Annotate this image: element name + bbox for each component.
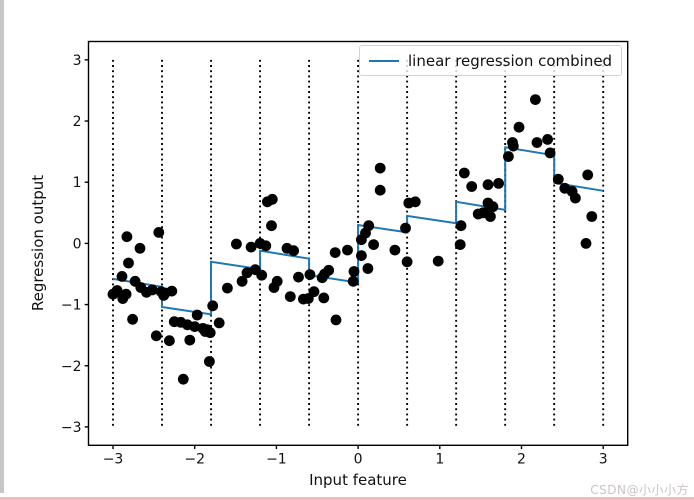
- scatter-point: [552, 173, 564, 185]
- scatter-point: [542, 134, 553, 145]
- scatter-point: [222, 282, 233, 294]
- scatter-point: [189, 321, 201, 332]
- scatter-point: [389, 244, 401, 256]
- scatter-point: [207, 300, 219, 312]
- watermark: CSDN@小小小方: [590, 483, 689, 497]
- scatter-point: [466, 181, 478, 192]
- x-tick-label: 3: [599, 451, 608, 467]
- scatter-point: [330, 314, 342, 326]
- x-tick-label: 1: [435, 451, 444, 467]
- scatter-point: [288, 245, 299, 257]
- scatter-point: [348, 266, 360, 277]
- scatter-point: [363, 220, 375, 232]
- scatter-point: [487, 201, 499, 213]
- scatter-point: [586, 211, 598, 222]
- x-axis-label: Input feature: [309, 471, 407, 489]
- scatter-point: [362, 263, 374, 274]
- x-tick-label: 2: [517, 451, 526, 467]
- legend-line-sample-icon: [369, 59, 399, 62]
- scatter-point: [123, 257, 134, 269]
- scatter-point: [308, 286, 320, 298]
- scatter-point: [241, 267, 253, 279]
- y-tick-label: 0: [73, 236, 82, 252]
- bottom-edge-strip: [0, 497, 694, 500]
- scatter-point: [204, 327, 216, 339]
- scatter-point: [458, 167, 470, 179]
- left-edge-strip: [0, 0, 4, 493]
- scatter-point: [266, 220, 277, 232]
- y-tick-label: 3: [73, 53, 82, 69]
- y-tick-label: −3: [61, 420, 82, 436]
- scatter-point: [493, 178, 504, 189]
- scatter-point: [432, 255, 444, 267]
- scatter-point: [121, 231, 133, 243]
- scatter-point: [111, 285, 123, 296]
- y-tick-label: 2: [73, 114, 82, 130]
- scatter-point: [329, 247, 341, 258]
- y-tick-label: 1: [73, 175, 82, 191]
- scatter-point: [236, 275, 248, 287]
- scatter-point: [134, 242, 146, 254]
- scatter-point: [166, 285, 178, 297]
- scatter-point: [304, 269, 316, 280]
- scatter-point: [580, 238, 592, 249]
- scatter-point: [271, 275, 283, 287]
- scatter-point: [482, 179, 494, 191]
- scatter-point: [374, 184, 386, 196]
- scatter-point: [454, 239, 466, 251]
- scatter-point: [530, 94, 541, 105]
- scatter-point: [570, 192, 581, 204]
- scatter-point: [368, 239, 379, 251]
- scatter-point: [213, 317, 225, 329]
- scatter-point: [146, 284, 158, 296]
- scatter-point: [531, 137, 543, 148]
- x-tick-label: −1: [266, 451, 287, 467]
- x-tick-label: −3: [103, 451, 124, 467]
- scatter-point: [260, 240, 272, 252]
- scatter-point: [323, 264, 335, 276]
- scatter-point: [177, 373, 189, 385]
- scatter-point: [374, 162, 386, 174]
- scatter-point: [544, 147, 556, 159]
- scatter-point: [120, 288, 132, 300]
- scatter-point: [116, 271, 128, 282]
- scatter-point: [204, 356, 215, 367]
- scatter-point: [256, 269, 268, 281]
- y-tick-label: −2: [61, 359, 82, 375]
- y-tick-label: −1: [61, 298, 82, 314]
- y-axis-label: Regression output: [29, 174, 47, 312]
- scatter-point: [455, 220, 467, 232]
- scatter-point: [507, 140, 519, 152]
- scatter-point: [347, 275, 359, 287]
- scatter-point: [191, 309, 203, 321]
- scatter-point: [400, 222, 411, 234]
- scatter-point: [318, 292, 330, 304]
- scatter-point: [503, 151, 514, 162]
- scatter-point: [150, 330, 162, 342]
- scatter-point: [127, 313, 138, 325]
- scatter-point: [284, 291, 296, 302]
- x-tick-label: −2: [184, 451, 205, 467]
- scatter-point: [342, 244, 353, 256]
- legend: linear regression combined: [359, 45, 622, 76]
- scatter-point: [184, 334, 196, 346]
- x-tick-label: 0: [354, 451, 363, 467]
- scatter-point: [485, 211, 496, 222]
- scatter-point: [409, 196, 421, 208]
- scatter-point: [231, 238, 242, 250]
- scatter-point: [513, 121, 525, 133]
- scatter-point: [245, 241, 257, 253]
- scatter-point: [153, 227, 165, 238]
- scatter-point: [401, 256, 413, 268]
- scatter-point: [266, 193, 278, 205]
- scatter-point: [293, 271, 304, 283]
- scatter-point: [582, 169, 594, 181]
- scatter-point: [164, 335, 175, 347]
- scatter-point: [356, 250, 367, 261]
- legend-label: linear regression combined: [408, 51, 613, 70]
